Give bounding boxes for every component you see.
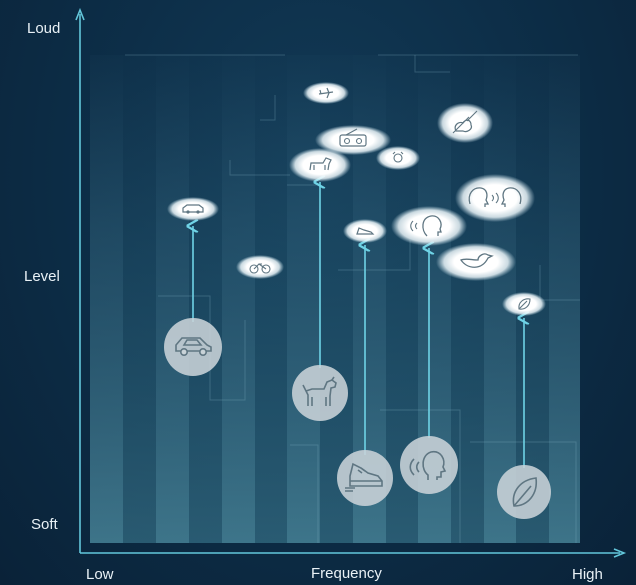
alarm-clock-icon	[376, 146, 420, 170]
leaves-source	[497, 465, 551, 519]
voice-source	[400, 436, 458, 494]
talking-head-icon	[409, 450, 447, 480]
talking-head-icon	[391, 206, 467, 246]
x-axis-left-label: Low	[86, 566, 114, 583]
background-bands	[90, 55, 580, 543]
y-axis-mid-label: Level	[24, 268, 60, 285]
y-axis-bottom-label: Soft	[31, 516, 58, 533]
airplane-icon	[303, 82, 349, 104]
source-arrows	[193, 182, 524, 468]
car-icon	[175, 337, 212, 357]
axes	[75, 7, 627, 558]
dog-source	[292, 365, 348, 421]
leaf-icon	[502, 292, 546, 316]
x-axis-title: Frequency	[311, 565, 382, 582]
leaf-icon	[512, 477, 538, 507]
bicycle-icon	[236, 255, 284, 279]
y-axis-top-label: Loud	[27, 20, 61, 37]
dog-icon	[289, 148, 351, 182]
footsteps-source	[337, 450, 393, 506]
sound-bubbles	[167, 82, 546, 316]
dog-icon	[302, 376, 337, 406]
car-icon	[167, 197, 219, 221]
bird-icon	[436, 243, 516, 281]
car-source	[164, 318, 222, 376]
x-axis-right-label: High	[572, 566, 603, 583]
violin-icon	[437, 103, 493, 143]
conversation-icon	[455, 174, 535, 222]
shoe-icon	[345, 462, 383, 492]
radio-icon	[315, 125, 391, 155]
source-circles	[164, 318, 551, 519]
shoe-icon	[343, 219, 387, 243]
